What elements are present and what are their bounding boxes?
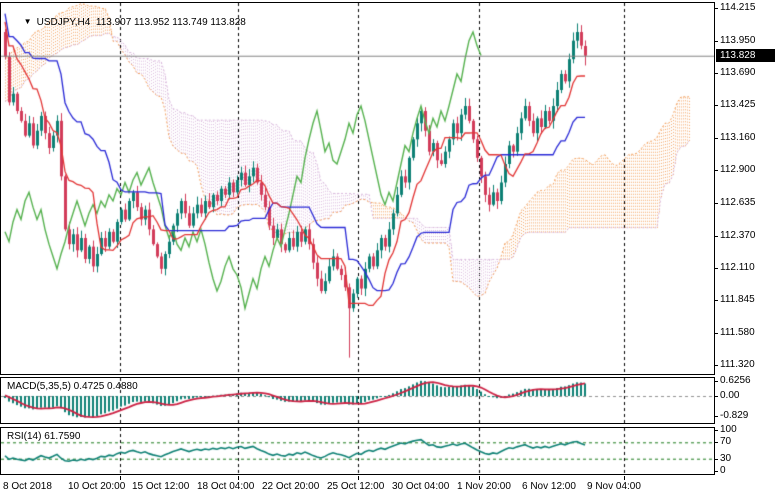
rsi-axis-label-tick	[714, 430, 718, 431]
price-axis-label: 112.110	[720, 262, 755, 273]
price-axis-label-tick	[714, 73, 718, 74]
time-axis-label: 10 Oct 20:00	[68, 481, 126, 492]
macd-label: MACD(5,35,5) 0.4725 0.4880	[7, 381, 138, 392]
price-axis-label: 112.635	[720, 197, 756, 208]
price-axis-label-tick	[714, 138, 718, 139]
rsi-label: RSI(14) 61.7590	[7, 431, 81, 442]
time-axis-label: 30 Oct 04:00	[392, 481, 450, 492]
price-axis-label: 111.845	[720, 294, 755, 305]
rsi-axis-label: 100	[720, 424, 737, 435]
time-axis-label: 1 Nov 20:00	[457, 481, 511, 492]
price-axis-label-tick	[714, 105, 718, 106]
time-axis-tick	[238, 476, 239, 480]
price-axis-label: 114.215	[720, 2, 756, 13]
macd-panel: MACD(5,35,5) 0.4725 0.4880	[0, 377, 715, 424]
time-axis-label: 6 Nov 12:00	[522, 481, 576, 492]
time-axis-tick	[624, 476, 625, 480]
rsi-axis-label-tick	[714, 459, 718, 460]
price-axis-label: 113.425	[720, 99, 756, 110]
price-axis-label-tick	[714, 365, 718, 366]
macd-axis-label: 0.6256	[720, 375, 751, 386]
macd-axis-label: 0.00	[720, 390, 740, 401]
price-axis-label-tick	[714, 203, 718, 204]
macd-axis-label-tick	[714, 416, 718, 417]
rsi-axis-label: 30	[720, 453, 732, 464]
rsi-axis-label-tick	[714, 442, 718, 443]
macd-axis-label-tick	[714, 381, 718, 382]
price-axis-label-tick	[714, 41, 718, 42]
time-axis-tick	[358, 476, 359, 480]
rsi-axis-label-tick	[714, 471, 718, 472]
price-chart-panel: ▼ USDJPY,H4 113.907 113.952 113.749 113.8…	[0, 2, 715, 375]
chart-title-row: ▼ USDJPY,H4 113.907 113.952 113.749 113.8…	[7, 6, 246, 39]
rsi-panel: RSI(14) 61.7590	[0, 427, 715, 475]
price-axis-label-tick	[714, 300, 718, 301]
price-axis-label-tick	[714, 236, 718, 237]
price-axis-label: 113.950	[720, 35, 756, 46]
time-axis-label: 18 Oct 04:00	[197, 481, 255, 492]
macd-axis-label: -0.829	[720, 410, 749, 421]
price-axis-label: 112.900	[720, 164, 756, 175]
chart-title: USDJPY,H4 113.907 113.952 113.749 113.82…	[36, 17, 246, 28]
symbol-dropdown-icon[interactable]: ▼	[23, 17, 32, 26]
price-axis-label-tick	[714, 268, 718, 269]
time-axis-tick	[120, 476, 121, 480]
price-axis-label-tick	[714, 170, 718, 171]
time-axis-label: 22 Oct 20:00	[262, 481, 320, 492]
time-axis-label: 8 Oct 2018	[3, 481, 52, 492]
time-axis-tick	[479, 476, 480, 480]
price-axis-label: 112.370	[720, 230, 756, 241]
price-chart-canvas[interactable]	[1, 3, 714, 374]
price-axis-label: 111.580	[720, 327, 755, 338]
price-axis[interactable]: 113.828 114.215 113.950 113.690 113.425 113.…	[714, 0, 775, 497]
rsi-axis-label: 0	[720, 465, 726, 476]
time-axis-label: 25 Oct 12:00	[327, 481, 385, 492]
price-axis-label-tick	[714, 333, 718, 334]
time-axis[interactable]: 8 Oct 2018 10 Oct 20:00 15 Oct 12:00 18 Oct…	[0, 476, 715, 497]
rsi-axis-label: 70	[720, 436, 732, 447]
price-axis-label-tick	[714, 8, 718, 9]
price-axis-label: 113.160	[720, 132, 756, 143]
price-axis-label: 111.320	[720, 359, 755, 370]
macd-canvas[interactable]	[1, 378, 714, 423]
bid-price-badge: 113.828	[716, 49, 775, 62]
time-axis-label: 15 Oct 12:00	[132, 481, 190, 492]
rsi-canvas[interactable]	[1, 428, 714, 474]
macd-axis-label-tick	[714, 396, 718, 397]
price-axis-label: 113.690	[720, 67, 756, 78]
time-axis-label: 9 Nov 04:00	[587, 481, 641, 492]
